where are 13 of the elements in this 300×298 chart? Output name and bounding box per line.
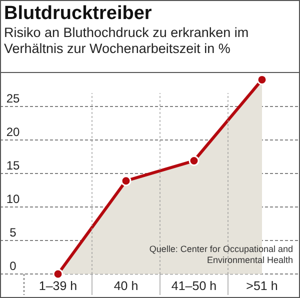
chart-title: Blutdrucktreiber bbox=[4, 3, 153, 25]
x-tick-label: >51 h bbox=[246, 279, 278, 293]
y-tick-label: 0 bbox=[10, 259, 17, 273]
y-tick-label: 5 bbox=[10, 226, 17, 240]
y-tick-label: 10 bbox=[6, 192, 20, 206]
x-tick-label: 1–39 h bbox=[38, 279, 78, 293]
y-tick-label: 20 bbox=[6, 125, 20, 139]
y-tick-label: 15 bbox=[6, 158, 20, 172]
x-tick-label: 41–50 h bbox=[171, 279, 217, 293]
chart-subtitle: Risiko an Bluthochdruck zu erkranken im Verhältnis zur Wochenarbeitszeit in % bbox=[4, 25, 250, 57]
annotation: Quelle: Center for Occupational and Environmental Health bbox=[149, 244, 293, 265]
y-tick-label: 25 bbox=[6, 92, 20, 106]
x-tick-label: 40 h bbox=[114, 279, 138, 293]
